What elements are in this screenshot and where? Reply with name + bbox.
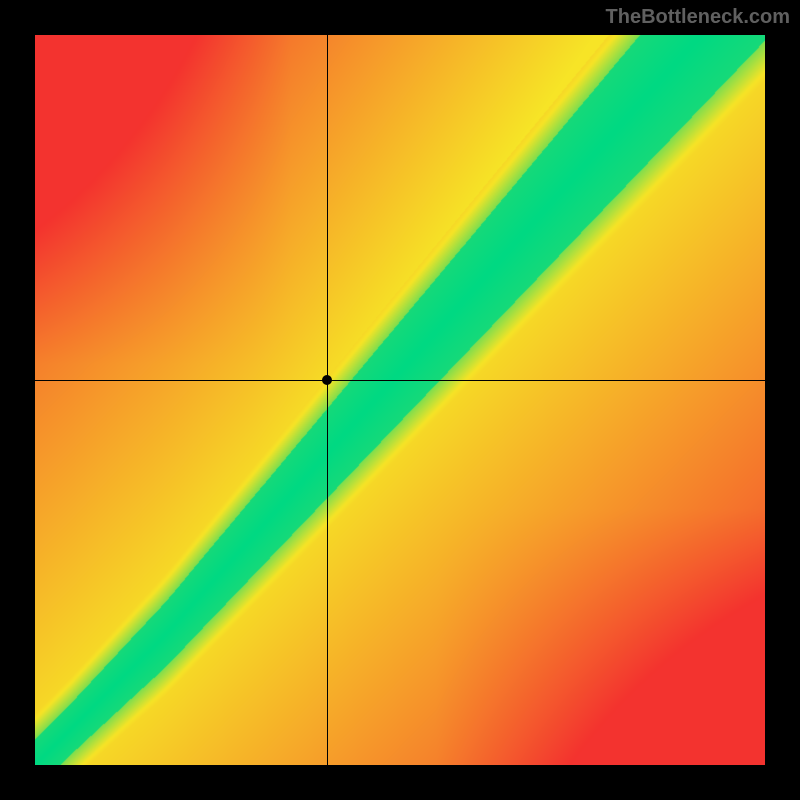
crosshair-point bbox=[322, 375, 332, 385]
chart-container: TheBottleneck.com bbox=[0, 0, 800, 800]
plot-area bbox=[35, 35, 765, 765]
watermark-text: TheBottleneck.com bbox=[606, 6, 790, 29]
crosshair-vertical bbox=[327, 35, 328, 765]
crosshair-horizontal bbox=[35, 380, 765, 381]
heatmap-canvas bbox=[35, 35, 765, 765]
